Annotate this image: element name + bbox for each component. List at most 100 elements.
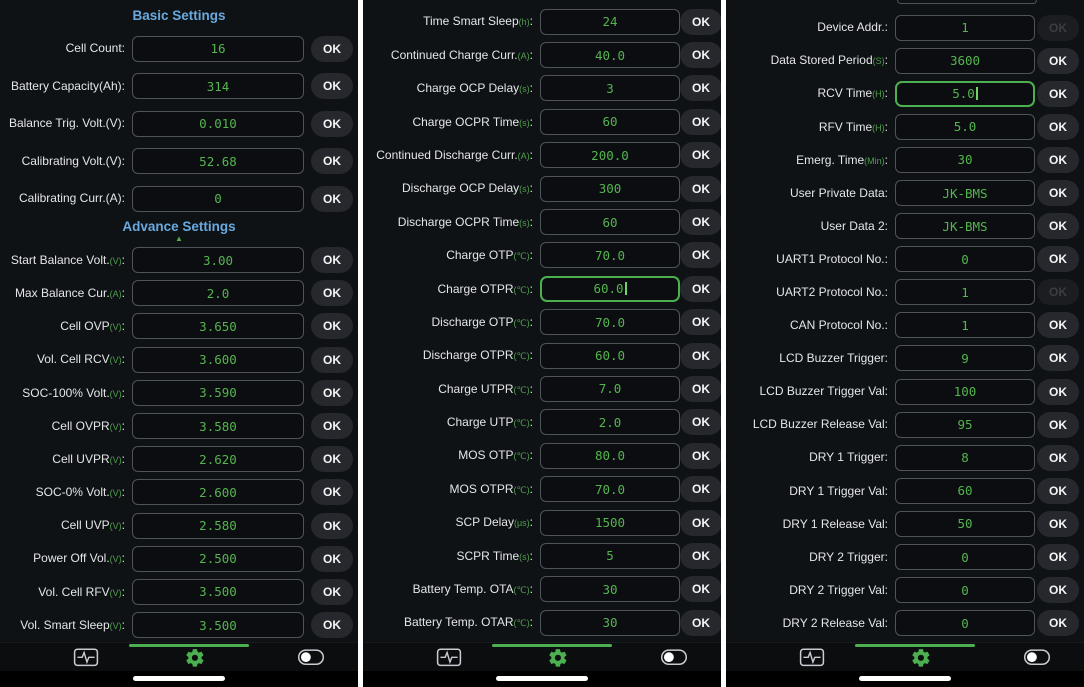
emerg-time-input[interactable]: 30 (895, 146, 1035, 173)
battery-temp-ota-input[interactable]: 30 (540, 576, 680, 603)
lcd-buzzer-trigger-input[interactable]: 9 (895, 345, 1035, 372)
vol-smart-sleep-input[interactable]: 3.500 (132, 612, 304, 639)
continued-charge-curr-ok-button[interactable]: OK (680, 42, 721, 69)
scpr-time-ok-button[interactable]: OK (680, 542, 721, 569)
home-indicator[interactable] (133, 676, 225, 681)
user-data-2-ok-button[interactable]: OK (1037, 213, 1079, 240)
nav-tab-control-toggle-icon[interactable] (1024, 649, 1051, 666)
calibrating-volt-v-input[interactable]: 52.68 (132, 148, 304, 175)
discharge-otpr-input[interactable]: 60.0 (540, 342, 680, 369)
user-data-2-input[interactable]: JK-BMS (895, 213, 1035, 240)
nav-tab-control-toggle-icon[interactable] (298, 649, 325, 666)
continued-discharge-curr-input[interactable]: 200.0 (540, 142, 680, 169)
cell-uvpr-input[interactable]: 2.620 (132, 446, 304, 473)
nav-tab-settings-icon[interactable] (185, 647, 206, 668)
discharge-ocpr-time-input[interactable]: 60 (540, 209, 680, 236)
cell-uvp-input[interactable]: 2.580 (132, 512, 304, 539)
dry-1-trigger-val-ok-button[interactable]: OK (1037, 477, 1079, 504)
discharge-ocpr-time-ok-button[interactable]: OK (680, 209, 721, 236)
charge-otpr-ok-button[interactable]: OK (680, 275, 721, 302)
cell-count-input[interactable]: 16 (132, 35, 304, 62)
battery-temp-otar-ok-button[interactable]: OK (680, 609, 721, 636)
cell-ovpr-ok-button[interactable]: OK (311, 413, 353, 440)
section-header-advance-settings[interactable]: Advance Settings ▲ (0, 218, 358, 244)
lcd-buzzer-trigger-ok-button[interactable]: OK (1037, 345, 1079, 372)
user-private-data-input[interactable]: JK-BMS (895, 180, 1035, 207)
charge-ocp-delay-ok-button[interactable]: OK (680, 75, 721, 102)
lcd-buzzer-trigger-val-input[interactable]: 100 (895, 378, 1035, 405)
start-balance-volt-ok-button[interactable]: OK (311, 247, 353, 274)
cell-ovpr-input[interactable]: 3.580 (132, 413, 304, 440)
mos-otp-input[interactable]: 80.0 (540, 442, 680, 469)
charge-otp-input[interactable]: 70.0 (540, 242, 680, 269)
discharge-ocp-delay-ok-button[interactable]: OK (680, 175, 721, 202)
battery-temp-ota-ok-button[interactable]: OK (680, 576, 721, 603)
user-private-data-ok-button[interactable]: OK (1037, 180, 1079, 207)
dry-2-trigger-val-input[interactable]: 0 (895, 577, 1035, 604)
can-protocol-no-ok-button[interactable]: OK (1037, 312, 1079, 339)
dry-1-release-val-input[interactable]: 50 (895, 510, 1035, 537)
rcv-time-ok-button[interactable]: OK (1037, 80, 1079, 107)
home-indicator[interactable] (496, 676, 588, 681)
battery-capacity-ah-ok-button[interactable]: OK (311, 73, 353, 100)
uart1-protocol-no-ok-button[interactable]: OK (1037, 246, 1079, 273)
charge-utpr-input[interactable]: 7.0 (540, 375, 680, 402)
nav-tab-settings-icon[interactable] (548, 647, 569, 668)
calibrating-curr-a-input[interactable]: 0 (132, 185, 304, 212)
scp-delay-ok-button[interactable]: OK (680, 509, 721, 536)
device-addr-input[interactable]: 1 (895, 14, 1035, 41)
nav-tab-monitor-icon[interactable] (73, 648, 99, 667)
rfv-time-ok-button[interactable]: OK (1037, 113, 1079, 140)
dry-1-trigger-ok-button[interactable]: OK (1037, 444, 1079, 471)
charge-ocp-delay-input[interactable]: 3 (540, 75, 680, 102)
cell-uvp-ok-button[interactable]: OK (311, 512, 353, 539)
time-smart-sleep-input[interactable]: 24 (540, 8, 680, 35)
nav-tab-control-toggle-icon[interactable] (661, 649, 688, 666)
vol-cell-rfv-ok-button[interactable]: OK (311, 578, 353, 605)
soc-100-volt-ok-button[interactable]: OK (311, 379, 353, 406)
charge-ocpr-time-ok-button[interactable]: OK (680, 108, 721, 135)
can-protocol-no-input[interactable]: 1 (895, 312, 1035, 339)
scp-delay-input[interactable]: 1500 (540, 509, 680, 536)
max-balance-cur-ok-button[interactable]: OK (311, 280, 353, 307)
cell-ovp-input[interactable]: 3.650 (132, 313, 304, 340)
cell-ovp-ok-button[interactable]: OK (311, 313, 353, 340)
lcd-buzzer-trigger-val-ok-button[interactable]: OK (1037, 378, 1079, 405)
mos-otp-ok-button[interactable]: OK (680, 442, 721, 469)
vol-smart-sleep-ok-button[interactable]: OK (311, 612, 353, 639)
nav-tab-monitor-icon[interactable] (799, 648, 825, 667)
discharge-ocp-delay-input[interactable]: 300 (540, 175, 680, 202)
vol-cell-rcv-ok-button[interactable]: OK (311, 346, 353, 373)
dry-2-release-val-input[interactable]: 0 (895, 610, 1035, 637)
mos-otpr-ok-button[interactable]: OK (680, 476, 721, 503)
soc-0-volt-ok-button[interactable]: OK (311, 479, 353, 506)
charge-utp-ok-button[interactable]: OK (680, 409, 721, 436)
soc-0-volt-input[interactable]: 2.600 (132, 479, 304, 506)
dry-2-trigger-val-ok-button[interactable]: OK (1037, 577, 1079, 604)
time-smart-sleep-ok-button[interactable]: OK (680, 8, 721, 35)
dry-2-release-val-ok-button[interactable]: OK (1037, 610, 1079, 637)
data-stored-period-ok-button[interactable]: OK (1037, 47, 1079, 74)
continued-discharge-curr-ok-button[interactable]: OK (680, 142, 721, 169)
vol-cell-rfv-input[interactable]: 3.500 (132, 578, 304, 605)
uart1-protocol-no-input[interactable]: 0 (895, 246, 1035, 273)
charge-otpr-input[interactable]: 60.0 (540, 275, 680, 302)
charge-utp-input[interactable]: 2.0 (540, 409, 680, 436)
continued-charge-curr-input[interactable]: 40.0 (540, 42, 680, 69)
lcd-buzzer-release-val-input[interactable]: 95 (895, 411, 1035, 438)
data-stored-period-input[interactable]: 3600 (895, 47, 1035, 74)
lcd-buzzer-release-val-ok-button[interactable]: OK (1037, 411, 1079, 438)
home-indicator[interactable] (859, 676, 951, 681)
soc-100-volt-input[interactable]: 3.590 (132, 379, 304, 406)
scpr-time-input[interactable]: 5 (540, 542, 680, 569)
discharge-otp-input[interactable]: 70.0 (540, 309, 680, 336)
dry-1-release-val-ok-button[interactable]: OK (1037, 510, 1079, 537)
calibrating-volt-v-ok-button[interactable]: OK (311, 148, 353, 175)
cell-count-ok-button[interactable]: OK (311, 35, 353, 62)
battery-temp-otar-input[interactable]: 30 (540, 609, 680, 636)
dry-2-trigger-input[interactable]: 0 (895, 544, 1035, 571)
discharge-otpr-ok-button[interactable]: OK (680, 342, 721, 369)
nav-tab-settings-icon[interactable] (911, 647, 932, 668)
uart2-protocol-no-input[interactable]: 1 (895, 279, 1035, 306)
calibrating-curr-a-ok-button[interactable]: OK (311, 185, 353, 212)
